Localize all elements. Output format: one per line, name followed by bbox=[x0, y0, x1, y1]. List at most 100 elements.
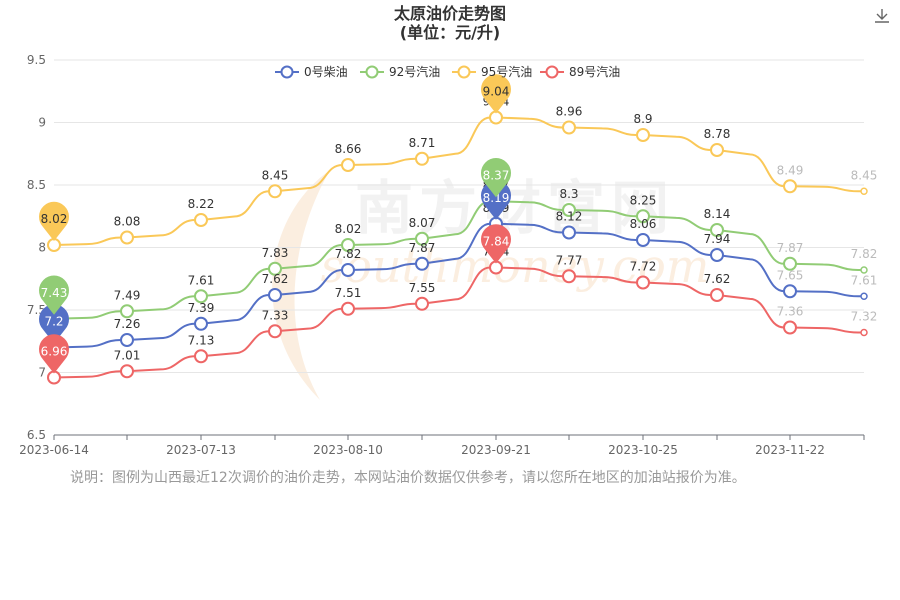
data-label: 7.62 bbox=[262, 272, 289, 286]
data-label: 7.26 bbox=[114, 317, 141, 331]
legend-item[interactable]: 95号汽油 bbox=[452, 64, 532, 79]
data-point bbox=[194, 316, 208, 331]
marker-pin-label: 7.2 bbox=[44, 315, 63, 329]
data-point bbox=[194, 349, 208, 364]
series-group bbox=[47, 110, 868, 385]
data-point bbox=[562, 120, 576, 135]
legend-marker bbox=[280, 65, 294, 79]
x-tick-label: 2023-07-13 bbox=[166, 443, 236, 457]
data-label: 7.55 bbox=[409, 281, 436, 295]
legend-label: 89号汽油 bbox=[569, 64, 620, 79]
data-point bbox=[341, 301, 355, 316]
data-label: 8.45 bbox=[851, 168, 878, 182]
legend-label: 0号柴油 bbox=[304, 65, 348, 79]
data-label: 8.45 bbox=[262, 168, 289, 182]
y-tick-label: 9.5 bbox=[27, 53, 46, 67]
grid bbox=[54, 59, 864, 373]
marker-pin bbox=[481, 224, 512, 264]
data-point bbox=[710, 223, 724, 237]
legend-item[interactable]: 89号汽油 bbox=[540, 64, 620, 79]
data-point bbox=[341, 238, 355, 252]
x-tick-label: 2023-09-21 bbox=[461, 443, 531, 457]
download-icon[interactable] bbox=[872, 6, 892, 26]
chart-title-text: 太原油价走势图 bbox=[393, 4, 506, 23]
legend-item[interactable]: 0号柴油 bbox=[275, 65, 348, 79]
data-point bbox=[636, 209, 650, 224]
data-point bbox=[783, 284, 797, 299]
data-label: 7.77 bbox=[556, 253, 583, 267]
data-point bbox=[194, 213, 208, 227]
data-point bbox=[710, 288, 724, 302]
data-label: 7.87 bbox=[777, 241, 804, 255]
data-label: 7.83 bbox=[262, 246, 289, 260]
marker-pin bbox=[481, 74, 512, 114]
data-point bbox=[194, 289, 208, 304]
data-label: 8.02 bbox=[335, 222, 362, 236]
data-point bbox=[415, 296, 429, 311]
data-point bbox=[268, 324, 282, 339]
data-label: 7.49 bbox=[114, 288, 141, 302]
y-tick-label: 8 bbox=[38, 241, 46, 255]
data-point bbox=[341, 263, 355, 277]
data-label: 8.25 bbox=[630, 193, 657, 207]
data-label: 7.94 bbox=[704, 232, 731, 246]
data-label: 7.01 bbox=[114, 348, 141, 362]
legend-item[interactable]: 92号汽油 bbox=[360, 64, 440, 79]
data-point bbox=[783, 320, 797, 335]
data-point bbox=[860, 187, 868, 195]
data-point bbox=[562, 225, 576, 240]
extreme-markers: 8.19 7.2 8.37 7.43 9.04 8.02 7.84 6.96 bbox=[39, 74, 512, 374]
data-label: 7.13 bbox=[188, 333, 215, 347]
x-tick-label: 2023-08-10 bbox=[313, 443, 383, 457]
data-point bbox=[415, 151, 429, 166]
legend-marker bbox=[545, 65, 559, 79]
data-label: 7.61 bbox=[851, 273, 878, 287]
data-label: 8.71 bbox=[409, 136, 436, 150]
marker-pin bbox=[39, 334, 69, 374]
data-label: 8.9 bbox=[633, 112, 652, 126]
data-label: 7.39 bbox=[188, 301, 215, 315]
data-label: 8.06 bbox=[630, 217, 657, 231]
data-point bbox=[636, 128, 650, 142]
data-point bbox=[341, 158, 355, 172]
data-point bbox=[783, 256, 797, 271]
x-tick-label: 2023-10-25 bbox=[608, 443, 678, 457]
data-point bbox=[562, 203, 576, 217]
data-point bbox=[636, 233, 650, 247]
chart-subtitle-text: (单位：元/升) bbox=[399, 23, 501, 42]
legend-label: 92号汽油 bbox=[389, 64, 440, 79]
data-point bbox=[120, 364, 134, 379]
data-label: 8.66 bbox=[335, 142, 362, 156]
legend: 0号柴油 92号汽油 95号汽油 89号汽油 bbox=[275, 64, 620, 79]
data-label: 8.12 bbox=[556, 210, 583, 224]
data-label: 7.87 bbox=[409, 241, 436, 255]
marker-pin bbox=[39, 201, 69, 241]
data-label: 7.62 bbox=[704, 272, 731, 286]
marker-pin bbox=[39, 304, 69, 344]
data-label: 8.96 bbox=[556, 105, 583, 119]
data-point bbox=[860, 292, 868, 300]
marker-pin-label: 7.84 bbox=[483, 235, 510, 249]
data-point bbox=[710, 143, 724, 157]
data-point bbox=[710, 248, 724, 262]
data-point bbox=[860, 266, 868, 274]
footnote: 说明：图例为山西最近12次调价的油价走势，本网站油价数据仅供参考，请以您所在地区… bbox=[70, 470, 746, 486]
data-point bbox=[120, 304, 134, 319]
y-tick-label: 9 bbox=[38, 116, 46, 130]
y-tick-label: 6.5 bbox=[27, 428, 46, 442]
legend-marker bbox=[365, 65, 379, 79]
data-label: 7.72 bbox=[630, 260, 657, 274]
data-point bbox=[268, 184, 282, 199]
data-point bbox=[783, 179, 797, 194]
marker-pin-label: 8.02 bbox=[41, 212, 68, 226]
marker-pin bbox=[481, 158, 512, 198]
data-point bbox=[636, 275, 650, 290]
chart-title: 太原油价走势图 (单位：元/升) bbox=[0, 4, 900, 42]
x-tick-label: 2023-11-22 bbox=[755, 443, 825, 457]
data-point bbox=[120, 333, 134, 347]
y-tick-label: 7 bbox=[38, 366, 46, 380]
data-label: 7.61 bbox=[188, 273, 215, 287]
watermark-swoosh bbox=[272, 170, 330, 400]
